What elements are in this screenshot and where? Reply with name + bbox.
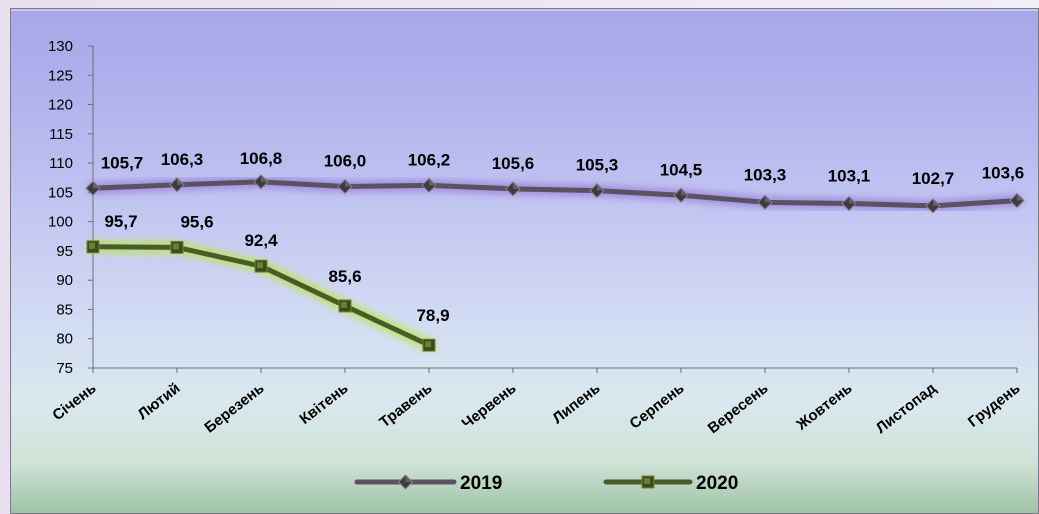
- y-tick-label: 120: [48, 97, 73, 114]
- legend-item-2020: 2020: [603, 473, 738, 494]
- series-2019: [85, 174, 1025, 214]
- point-2019-shade: [429, 178, 436, 186]
- series-line-2019: [90, 179, 1020, 209]
- y-tick-label: 110: [49, 155, 73, 172]
- data-label-2019: 106,8: [240, 149, 283, 168]
- y-tick-label: 125: [48, 67, 73, 84]
- point-2020-shade: [173, 243, 179, 250]
- point-2020-shade: [341, 301, 347, 308]
- x-tick-label: Листопад: [873, 379, 940, 437]
- y-tick-label: 85: [56, 301, 73, 318]
- point-2019-shade: [849, 196, 856, 204]
- x-tick-label: Березень: [201, 380, 267, 437]
- data-label-2019: 102,7: [912, 169, 955, 188]
- point-2019-shade: [93, 181, 100, 189]
- data-label-2020: 95,6: [180, 212, 213, 231]
- legend: 2019 2020: [354, 473, 738, 494]
- x-tick-label: Січень: [49, 380, 99, 424]
- x-tick-label: Квітень: [296, 380, 351, 428]
- point-2020-shade: [425, 341, 431, 348]
- data-label-2020: 92,4: [244, 231, 278, 250]
- data-label-2019: 106,0: [324, 152, 367, 171]
- series-2020: [86, 240, 436, 352]
- axes: 75 80 85 90 95 100 105 110 115 120 125 130 Січень Лют…: [48, 38, 1023, 437]
- point-2019-shade: [681, 188, 688, 196]
- legend-label: 2019: [460, 473, 502, 494]
- data-label-2020: 95,7: [104, 212, 137, 231]
- point-2020-shade: [257, 262, 263, 269]
- data-label-2019: 103,3: [744, 165, 787, 184]
- y-tick-label: 130: [48, 38, 73, 55]
- x-tick-label: Липень: [549, 380, 603, 428]
- point-2019-shade: [345, 179, 352, 187]
- x-tick-label: Серпень: [627, 380, 688, 433]
- y-tick-label: 80: [56, 331, 73, 348]
- point-2019-shade: [261, 174, 268, 182]
- chart-frame: [10, 8, 1039, 514]
- y-tick-label: 115: [49, 126, 73, 143]
- legend-item-2019: 2019: [354, 473, 502, 494]
- legend-label: 2020: [696, 473, 738, 494]
- x-tick-label: Травень: [376, 380, 435, 431]
- series-layer: [85, 174, 1025, 352]
- point-2019-shade: [765, 195, 772, 203]
- y-tick-label: 75: [56, 360, 73, 377]
- labels-layer: 105,7 106,3 106,8 106,0 106,2 105,6 105,3 104,5…: [101, 149, 1025, 325]
- data-label-2019: 104,5: [660, 160, 703, 179]
- point-2019-shade: [513, 181, 520, 189]
- data-label-2019: 103,6: [982, 164, 1025, 183]
- data-label-2019: 103,1: [828, 166, 871, 185]
- data-label-2019: 105,3: [576, 156, 619, 175]
- point-2020-shade: [89, 242, 95, 249]
- x-tick-label: Грудень: [965, 380, 1024, 431]
- data-label-2019: 106,2: [408, 150, 451, 169]
- legend-marker-shade: [405, 475, 413, 482]
- y-tick-label: 100: [48, 214, 73, 231]
- x-tick-label: Жовтень: [793, 380, 856, 434]
- point-2019-shade: [597, 183, 604, 191]
- y-tick-label: 90: [56, 272, 73, 289]
- data-label-2019: 105,6: [492, 154, 535, 173]
- legend-marker-shade: [644, 478, 650, 484]
- x-tick-label: Лютий: [135, 380, 184, 423]
- y-tick-label: 95: [56, 243, 73, 260]
- point-2019-shade: [177, 177, 184, 185]
- x-tick-label: Червень: [459, 380, 520, 433]
- data-label-2020: 85,6: [328, 267, 361, 286]
- data-label-2019: 105,7: [101, 153, 144, 172]
- point-2019-shade: [933, 198, 940, 206]
- point-2019-shade: [1017, 193, 1024, 201]
- x-tick-label: Вересень: [705, 380, 772, 437]
- data-label-2019: 106,3: [161, 150, 204, 169]
- data-label-2020: 78,9: [416, 306, 449, 325]
- y-tick-label: 105: [48, 184, 73, 201]
